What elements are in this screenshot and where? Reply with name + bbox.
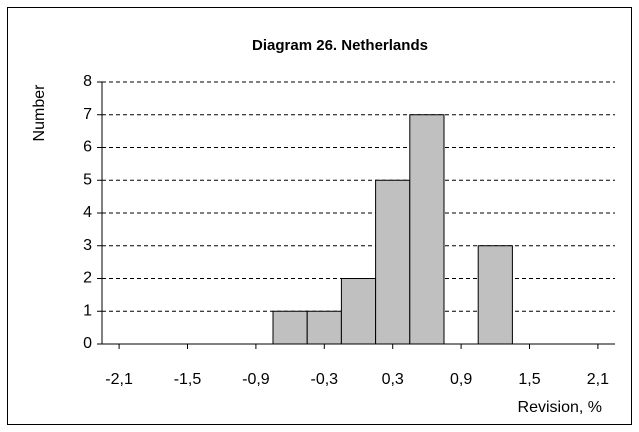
bar [340,278,377,345]
bar [477,245,513,345]
x-tick-label: -0,9 [242,371,270,388]
chart-title: Diagram 26. Netherlands [252,37,428,54]
x-tick-label: -0,3 [311,371,339,388]
x-tick-label: 1,5 [518,371,540,388]
chart-border [7,7,632,425]
y-tick-label: 1 [83,302,92,319]
y-tick-label: 2 [83,270,92,287]
x-tick-label: 2,1 [587,371,609,388]
bar [306,310,342,345]
y-tick-label: 8 [83,73,92,90]
x-tick-label: 0,9 [450,371,472,388]
y-tick-label: 7 [83,106,92,123]
bar [409,114,445,345]
bar [272,310,308,345]
y-tick-label: 4 [83,204,92,221]
x-tick-label: -1,5 [174,371,202,388]
bar [375,179,411,345]
x-tick-label: 0,3 [382,371,404,388]
y-tick-label: 5 [83,171,92,188]
x-axis-label: Revision, % [518,399,602,416]
y-tick-label: 3 [83,237,92,254]
y-axis-label: Number [31,84,48,142]
y-tick-label: 6 [83,139,92,156]
y-tick-label: 0 [83,335,92,352]
x-tick-label: -2,1 [105,371,133,388]
